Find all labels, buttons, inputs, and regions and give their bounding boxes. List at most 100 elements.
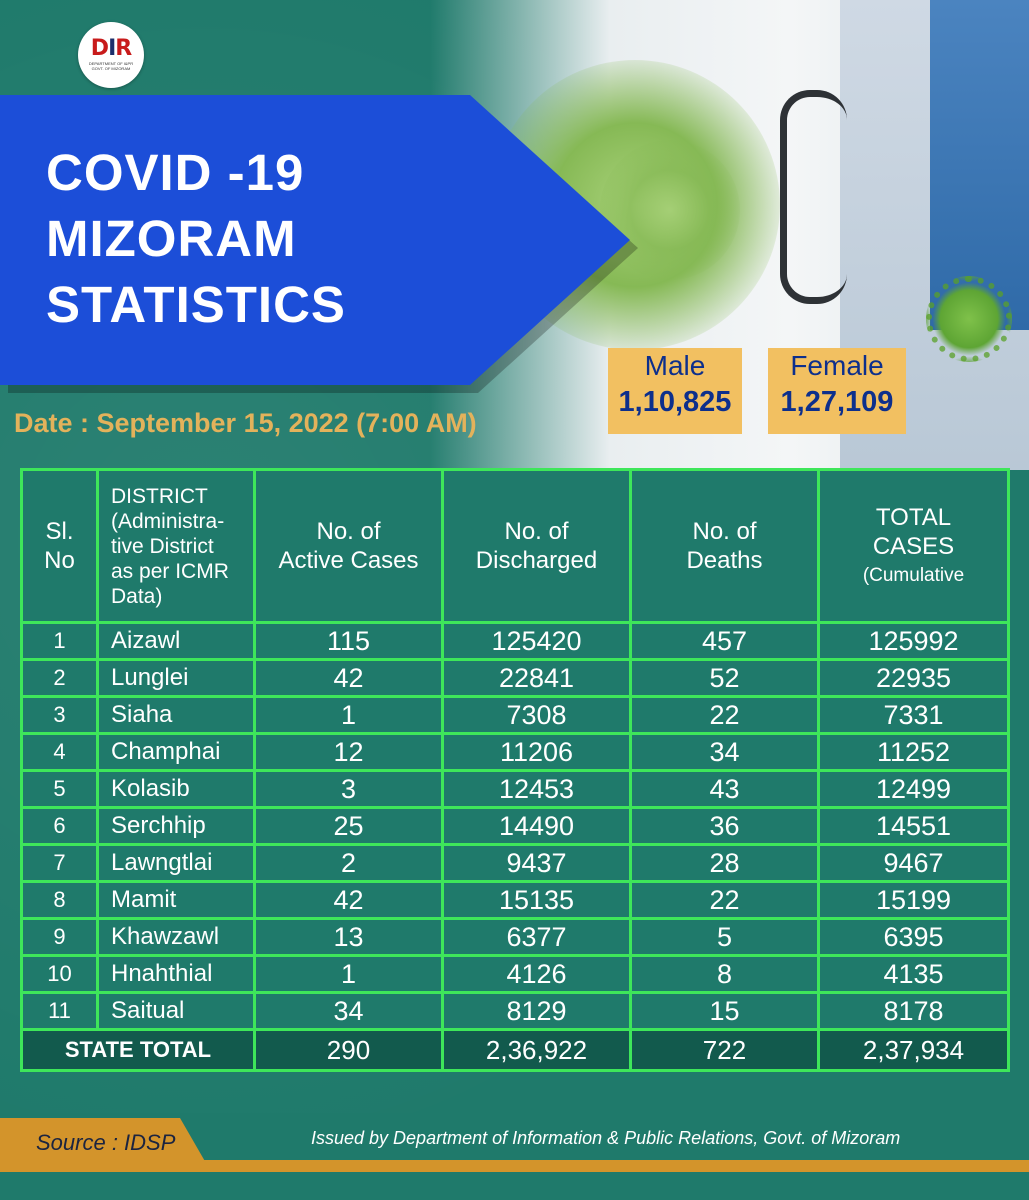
- header-total: TOTAL CASES (Cumulative: [817, 468, 1010, 624]
- active-cell: 12: [253, 732, 444, 772]
- table-row: 7 Lawngtlai 2 9437 28 9467: [20, 843, 1010, 883]
- sl-no-cell: 4: [20, 732, 99, 772]
- active-cell: 42: [253, 658, 444, 698]
- deaths-cell: 28: [629, 843, 820, 883]
- deaths-cell: 52: [629, 658, 820, 698]
- table-row: 2 Lunglei 42 22841 52 22935: [20, 658, 1010, 698]
- table-row: 1 Aizawl 115 125420 457 125992: [20, 621, 1010, 661]
- district-cell: Serchhip: [96, 806, 256, 846]
- stats-table-wrapper: Sl. No DISTRICT (Administra- tive Distri…: [20, 468, 1010, 1072]
- total-cell: 14551: [817, 806, 1010, 846]
- sl-no-cell: 8: [20, 880, 99, 920]
- discharged-cell: 12453: [441, 769, 632, 809]
- active-cell: 1: [253, 954, 444, 994]
- table-header-row: Sl. No DISTRICT (Administra- tive Distri…: [20, 468, 1010, 624]
- table-row: 5 Kolasib 3 12453 43 12499: [20, 769, 1010, 809]
- discharged-cell: 15135: [441, 880, 632, 920]
- total-cell: 9467: [817, 843, 1010, 883]
- active-cell: 1: [253, 695, 444, 735]
- district-cell: Hnahthial: [96, 954, 256, 994]
- discharged-cell: 22841: [441, 658, 632, 698]
- deaths-cell: 5: [629, 917, 820, 957]
- sl-no-cell: 3: [20, 695, 99, 735]
- active-cell: 25: [253, 806, 444, 846]
- footer-strip: [0, 1160, 1029, 1172]
- table-row: 11 Saitual 34 8129 15 8178: [20, 991, 1010, 1031]
- female-label: Female: [790, 350, 884, 381]
- table-body: 1 Aizawl 115 125420 457 125992 2 Lunglei 42 22841…: [20, 621, 1010, 1031]
- title-line-1: COVID -19: [46, 144, 305, 201]
- active-cell: 3: [253, 769, 444, 809]
- district-cell: Aizawl: [96, 621, 256, 661]
- table-row: 10 Hnahthial 1 4126 8 4135: [20, 954, 1010, 994]
- district-cell: Mamit: [96, 880, 256, 920]
- sl-no-cell: 9: [20, 917, 99, 957]
- sl-no-cell: 7: [20, 843, 99, 883]
- total-cell: 22935: [817, 658, 1010, 698]
- district-cell: Khawzawl: [96, 917, 256, 957]
- deaths-cell: 34: [629, 732, 820, 772]
- stats-table: Sl. No DISTRICT (Administra- tive Distri…: [20, 468, 1010, 1072]
- sl-no-cell: 1: [20, 621, 99, 661]
- sl-no-cell: 5: [20, 769, 99, 809]
- virus-icon: [600, 140, 740, 280]
- issued-by-text: Issued by Department of Information & Pu…: [311, 1128, 901, 1148]
- active-cell: 115: [253, 621, 444, 661]
- active-cell: 42: [253, 880, 444, 920]
- source-tab: [0, 1118, 210, 1170]
- sl-no-cell: 11: [20, 991, 99, 1031]
- discharged-cell: 11206: [441, 732, 632, 772]
- doctor-scrubs: [930, 0, 1029, 330]
- male-value: 1,10,825: [618, 386, 732, 418]
- district-cell: Lawngtlai: [96, 843, 256, 883]
- table-row: 9 Khawzawl 13 6377 5 6395: [20, 917, 1010, 957]
- discharged-cell: 4126: [441, 954, 632, 994]
- female-value: 1,27,109: [780, 386, 894, 418]
- page-title: COVID -19 MIZORAM STATISTICS: [46, 140, 346, 338]
- discharged-cell: 8129: [441, 991, 632, 1031]
- header-district: DISTRICT (Administra- tive District as p…: [96, 468, 256, 624]
- deaths-cell: 8: [629, 954, 820, 994]
- deaths-cell: 43: [629, 769, 820, 809]
- title-line-3: STATISTICS: [46, 276, 346, 333]
- deaths-cell: 457: [629, 621, 820, 661]
- table-row: 8 Mamit 42 15135 22 15199: [20, 880, 1010, 920]
- female-box: Female 1,27,109: [768, 348, 906, 434]
- total-cell: 4135: [817, 954, 1010, 994]
- table-row: 3 Siaha 1 7308 22 7331: [20, 695, 1010, 735]
- sl-no-cell: 6: [20, 806, 99, 846]
- active-cell: 34: [253, 991, 444, 1031]
- table-row: 4 Champhai 12 11206 34 11252: [20, 732, 1010, 772]
- total-deaths: 722: [629, 1028, 820, 1072]
- total-discharged: 2,36,922: [441, 1028, 632, 1072]
- virus-icon: [926, 276, 1012, 362]
- total-cell: 6395: [817, 917, 1010, 957]
- total-cell: 7331: [817, 695, 1010, 735]
- male-box: Male 1,10,825: [608, 348, 742, 434]
- sl-no-cell: 2: [20, 658, 99, 698]
- discharged-cell: 6377: [441, 917, 632, 957]
- discharged-cell: 9437: [441, 843, 632, 883]
- deaths-cell: 22: [629, 695, 820, 735]
- header-deaths: No. of Deaths: [629, 468, 820, 624]
- discharged-cell: 7308: [441, 695, 632, 735]
- total-cell: 125992: [817, 621, 1010, 661]
- district-cell: Kolasib: [96, 769, 256, 809]
- discharged-cell: 125420: [441, 621, 632, 661]
- district-cell: Saitual: [96, 991, 256, 1031]
- discharged-cell: 14490: [441, 806, 632, 846]
- stethoscope-icon: [780, 90, 847, 304]
- header-active: No. of Active Cases: [253, 468, 444, 624]
- active-cell: 13: [253, 917, 444, 957]
- title-line-2: MIZORAM: [46, 210, 297, 267]
- sl-no-cell: 10: [20, 954, 99, 994]
- total-cell: 11252: [817, 732, 1010, 772]
- district-cell: Champhai: [96, 732, 256, 772]
- source-text: Source : IDSP: [36, 1130, 176, 1155]
- district-cell: Lunglei: [96, 658, 256, 698]
- total-cell: 12499: [817, 769, 1010, 809]
- header-discharged: No. of Discharged: [441, 468, 632, 624]
- state-total-row: STATE TOTAL 290 2,36,922 722 2,37,934: [20, 1028, 1010, 1072]
- dipr-logo: DIR DEPARTMENT OF I&PR GOVT. OF MIZORAM: [78, 22, 144, 88]
